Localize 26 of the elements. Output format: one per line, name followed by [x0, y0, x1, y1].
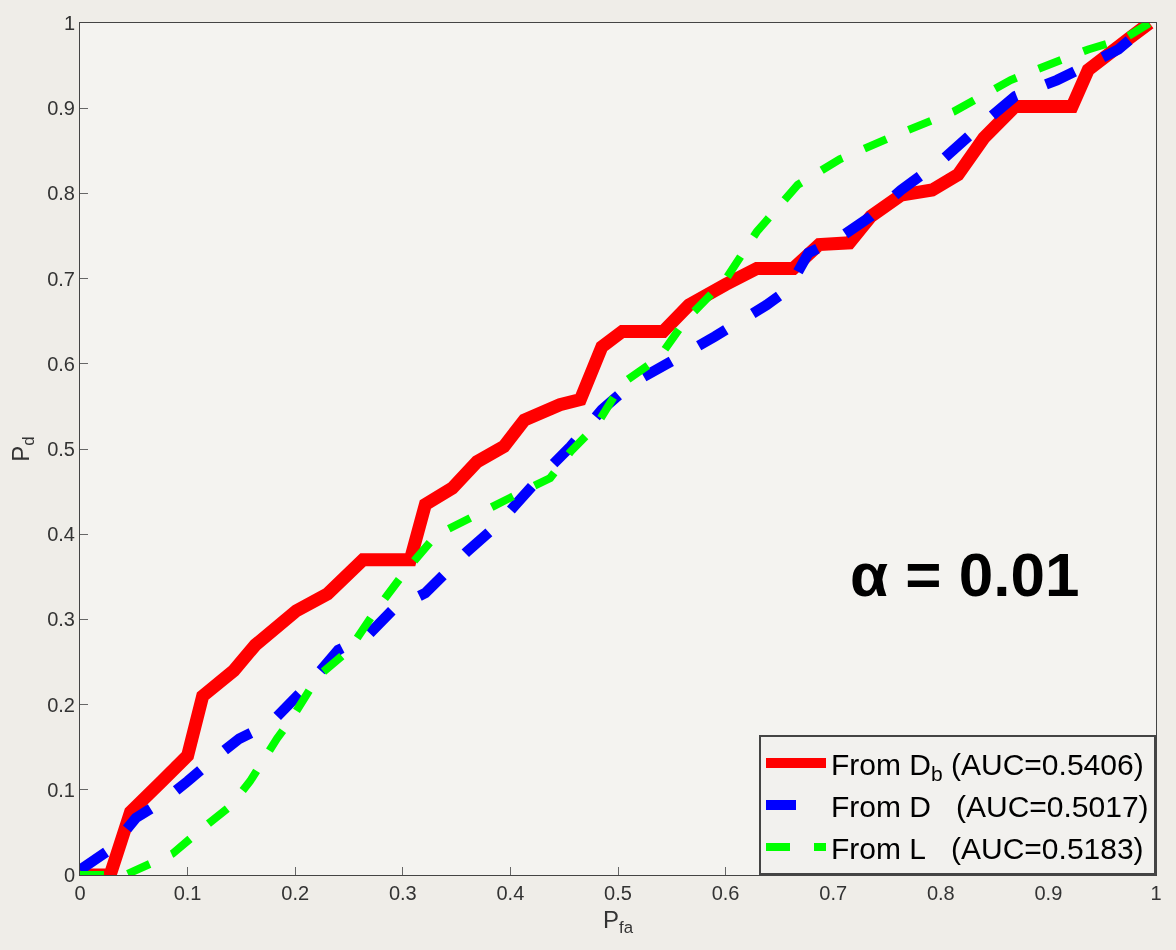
- x-tick-label: 0.5: [604, 882, 632, 904]
- y-tick-label: 0.8: [47, 182, 75, 205]
- x-tick-label: 0.7: [819, 882, 848, 904]
- x-tick-label: 0.8: [926, 882, 955, 904]
- y-tick-label: 1: [63, 12, 75, 34]
- x-axis-title: P$_{fa}$: [602, 906, 634, 938]
- y-tick-label: 0.6: [47, 352, 75, 375]
- y-tick-label: 0.4: [47, 523, 75, 546]
- x-tick-label: 0.2: [281, 882, 310, 904]
- y-tick-label: 0.3: [47, 608, 75, 631]
- x-tick-label: 0.1: [173, 882, 202, 904]
- x-tick-label: 1: [1150, 882, 1162, 904]
- legend-label: From D$_{b}$ (AUC=0.5406): [831, 747, 1144, 785]
- y-tick-label: 0.2: [47, 693, 75, 716]
- x-tick-label: 0.6: [711, 882, 740, 904]
- y-tick-label: 0.9: [47, 97, 75, 120]
- x-tick-label: 0.4: [496, 882, 525, 904]
- x-tick-label: 0.9: [1034, 882, 1063, 904]
- y-tick-label: 0.7: [47, 267, 75, 290]
- y-tick-label: 0.1: [47, 778, 75, 801]
- legend-label: From L (AUC=0.5183): [831, 831, 1144, 865]
- annotation: α = 0.01: [850, 540, 1080, 609]
- y-tick-label: 0.5: [47, 438, 75, 460]
- x-tick-label: 0.3: [388, 882, 417, 904]
- y-tick-label: 0: [63, 864, 75, 886]
- legend-label: From D (AUC=0.5017): [831, 789, 1149, 823]
